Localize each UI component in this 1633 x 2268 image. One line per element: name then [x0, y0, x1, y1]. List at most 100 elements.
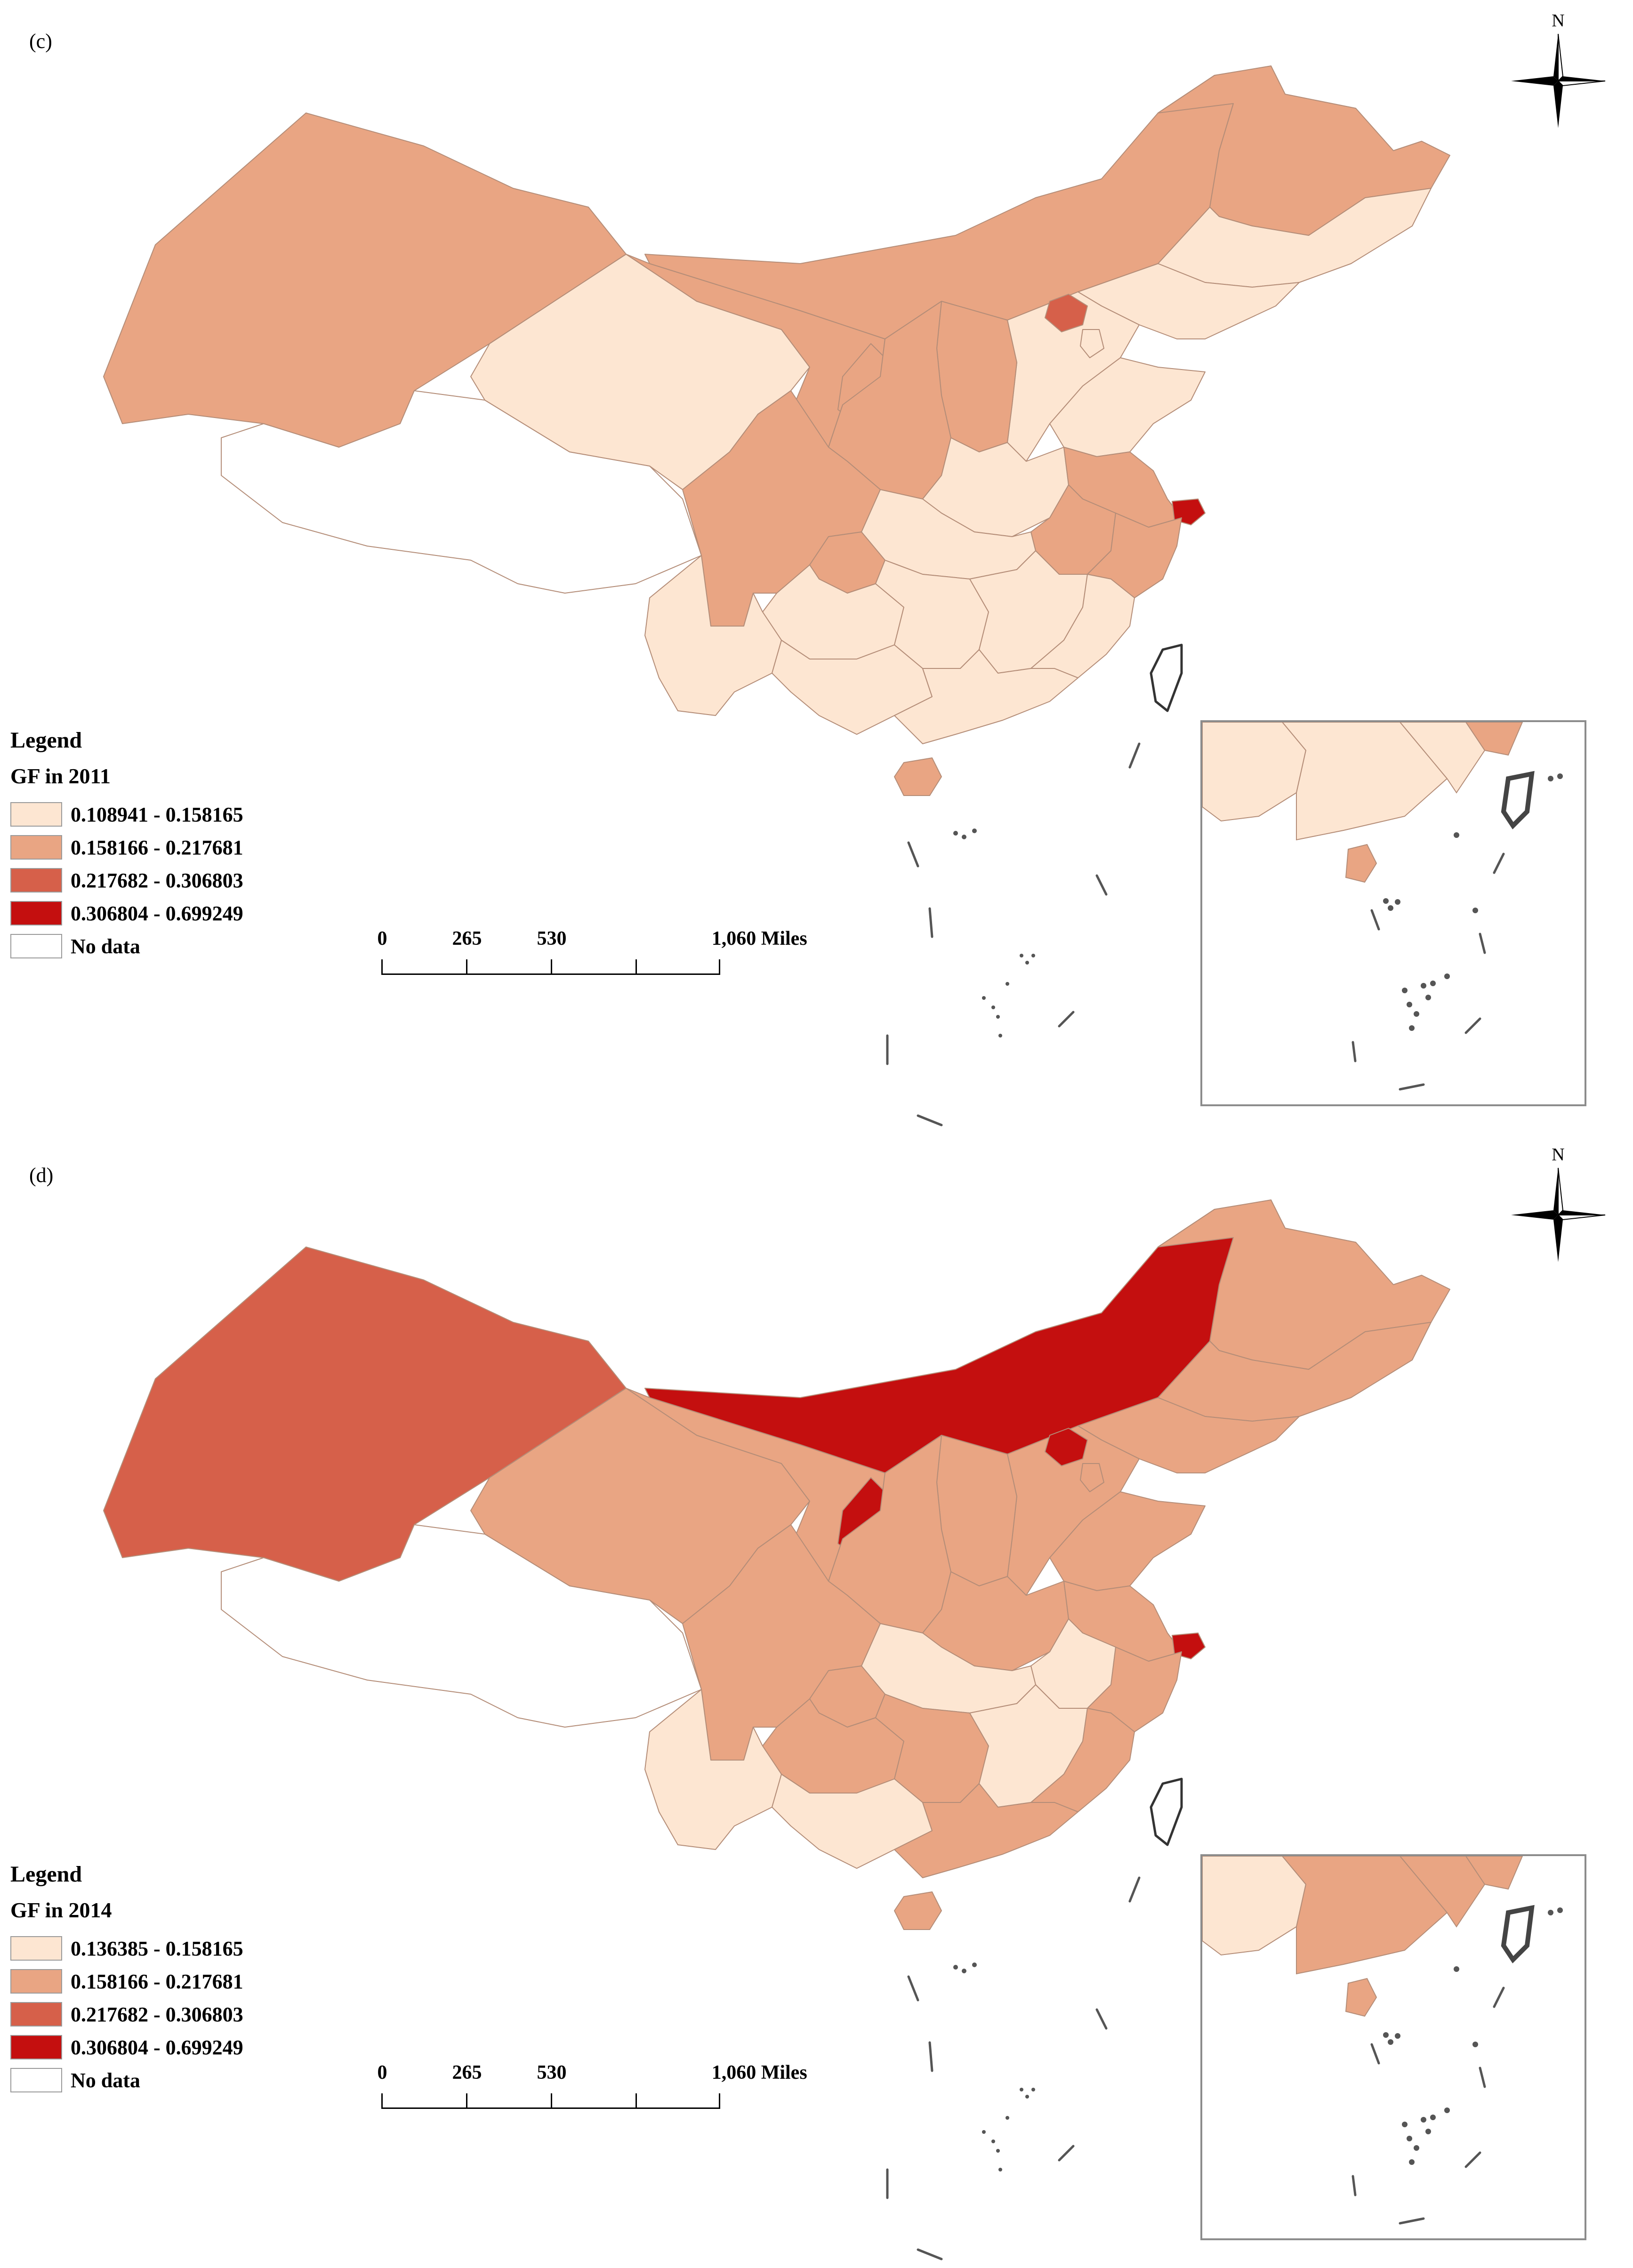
legend-label: 0.158166 - 0.217681 [71, 836, 243, 859]
south-china-sea-inset [1200, 720, 1586, 1106]
scale-tick-label: 265 [452, 2062, 482, 2083]
legend-label: 0.306804 - 0.699249 [71, 2035, 243, 2059]
region-zhejiang [1465, 1856, 1523, 1890]
legend-swatch [10, 2035, 62, 2059]
legend-label: 0.217682 - 0.306803 [71, 2003, 243, 2026]
region-beijing [1045, 294, 1088, 332]
scale-tick [551, 2093, 552, 2109]
scale-tick-label: 0 [377, 2062, 387, 2083]
scale-tick-label: 265 [452, 928, 482, 949]
legend-item: 0.158166 - 0.217681 [10, 831, 387, 864]
legend-item: No data [10, 930, 387, 963]
legend-item: 0.306804 - 0.699249 [10, 897, 387, 930]
region-fujian [1399, 1856, 1486, 1928]
legend-label: 0.158166 - 0.217681 [71, 1970, 243, 1993]
legend-label: 0.217682 - 0.306803 [71, 869, 243, 892]
scale-tick [636, 959, 637, 975]
legend-label: No data [71, 2068, 140, 2092]
legend-swatch [10, 1969, 62, 1994]
scale-tick [636, 2093, 637, 2109]
region-hainan [1345, 844, 1377, 883]
scale-tick-label: 0 [377, 928, 387, 949]
region-taiwan [1150, 643, 1183, 712]
legend: Legend GF in 2011 0.108941 - 0.158165 0.… [10, 727, 387, 963]
scale-tick-label: 1,060 Miles [711, 928, 807, 949]
legend-title: Legend [10, 728, 82, 753]
scale-tick [551, 959, 552, 975]
legend-item: No data [10, 2064, 387, 2097]
region-taiwan [1150, 1777, 1183, 1846]
region-zhejiang [1087, 513, 1182, 598]
region-beijing [1045, 1428, 1088, 1466]
legend-item: 0.217682 - 0.306803 [10, 1998, 387, 2031]
region-fujian [1399, 722, 1486, 794]
region-tibet [221, 1524, 702, 1728]
region-guangdong [894, 649, 1078, 744]
region-guangxi [1202, 1856, 1307, 1956]
north-arrow: N [1506, 10, 1610, 133]
south-china-sea-islands [953, 1962, 1035, 2171]
legend-item: 0.217682 - 0.306803 [10, 864, 387, 897]
panel-label: (d) [29, 1164, 54, 1187]
scale-tick [466, 2093, 467, 2109]
nine-dash-line [886, 1876, 1141, 2260]
region-hainan [894, 1891, 942, 1930]
legend: Legend GF in 2014 0.136385 - 0.158165 0.… [10, 1861, 387, 2097]
region-hainan [1345, 1978, 1377, 2017]
legend-label: 0.306804 - 0.699249 [71, 901, 243, 925]
scale-tick-label: 530 [537, 928, 567, 949]
compass-rose-icon [1511, 1167, 1606, 1262]
region-zhejiang [1087, 1647, 1182, 1732]
choropleth-map [103, 1199, 1450, 2260]
south-china-sea-islands [953, 828, 1035, 1037]
nine-dash-line [886, 742, 1141, 1126]
region-tibet [221, 390, 702, 594]
legend-item: 0.158166 - 0.217681 [10, 1965, 387, 1998]
legend-swatch [10, 835, 62, 860]
scale-tick [719, 2093, 720, 2109]
legend-swatch [10, 2068, 62, 2092]
region-zhejiang [1465, 722, 1523, 756]
scale-tick [719, 959, 720, 975]
north-label: N [1552, 11, 1565, 31]
legend-label: 0.136385 - 0.158165 [71, 1937, 243, 1960]
legend-swatch [10, 868, 62, 893]
legend-swatch [10, 802, 62, 827]
panel-label: (c) [29, 30, 52, 53]
region-yunnan [644, 1689, 782, 1850]
scale-tick [381, 2093, 383, 2109]
map-panel-2014: (d) N Legend GF in 2014 0.136385 - 0.158… [0, 1134, 1633, 2268]
scale-tick [466, 959, 467, 975]
inset-map [1202, 722, 1563, 1091]
region-tianjin [1080, 1463, 1104, 1492]
legend-item: 0.136385 - 0.158165 [10, 1932, 387, 1965]
scale-tick-label: 530 [537, 2062, 567, 2083]
inset-map [1202, 1856, 1563, 2225]
legend-swatch [10, 2002, 62, 2027]
region-hainan [894, 757, 942, 796]
region-guangxi [1202, 722, 1307, 822]
legend-label: 0.108941 - 0.158165 [71, 803, 243, 826]
scale-tick [381, 959, 383, 975]
scale-tick-label: 1,060 Miles [711, 2062, 807, 2083]
compass-rose-icon [1511, 33, 1606, 128]
region-yunnan [644, 555, 782, 716]
legend-subtitle: GF in 2011 [10, 764, 111, 788]
south-china-sea-inset [1200, 1854, 1586, 2240]
legend-title: Legend [10, 1862, 82, 1887]
north-arrow: N [1506, 1144, 1610, 1267]
region-tianjin [1080, 329, 1104, 358]
legend-swatch [10, 934, 62, 958]
map-panel-2011: (c) N Legend GF in 2011 0.108941 - 0.158… [10, 10, 1610, 1126]
legend-subtitle: GF in 2014 [10, 1898, 112, 1922]
choropleth-map [103, 65, 1450, 1126]
legend-item: 0.108941 - 0.158165 [10, 798, 387, 831]
legend-item: 0.306804 - 0.699249 [10, 2031, 387, 2064]
legend-swatch [10, 1936, 62, 1961]
region-guangdong [894, 1783, 1078, 1878]
legend-swatch [10, 901, 62, 925]
scale-bar: 0 265 530 1,060 Miles [372, 2061, 843, 2127]
north-label: N [1552, 1145, 1565, 1165]
scale-bar: 0 265 530 1,060 Miles [372, 927, 843, 993]
legend-label: No data [71, 934, 140, 958]
